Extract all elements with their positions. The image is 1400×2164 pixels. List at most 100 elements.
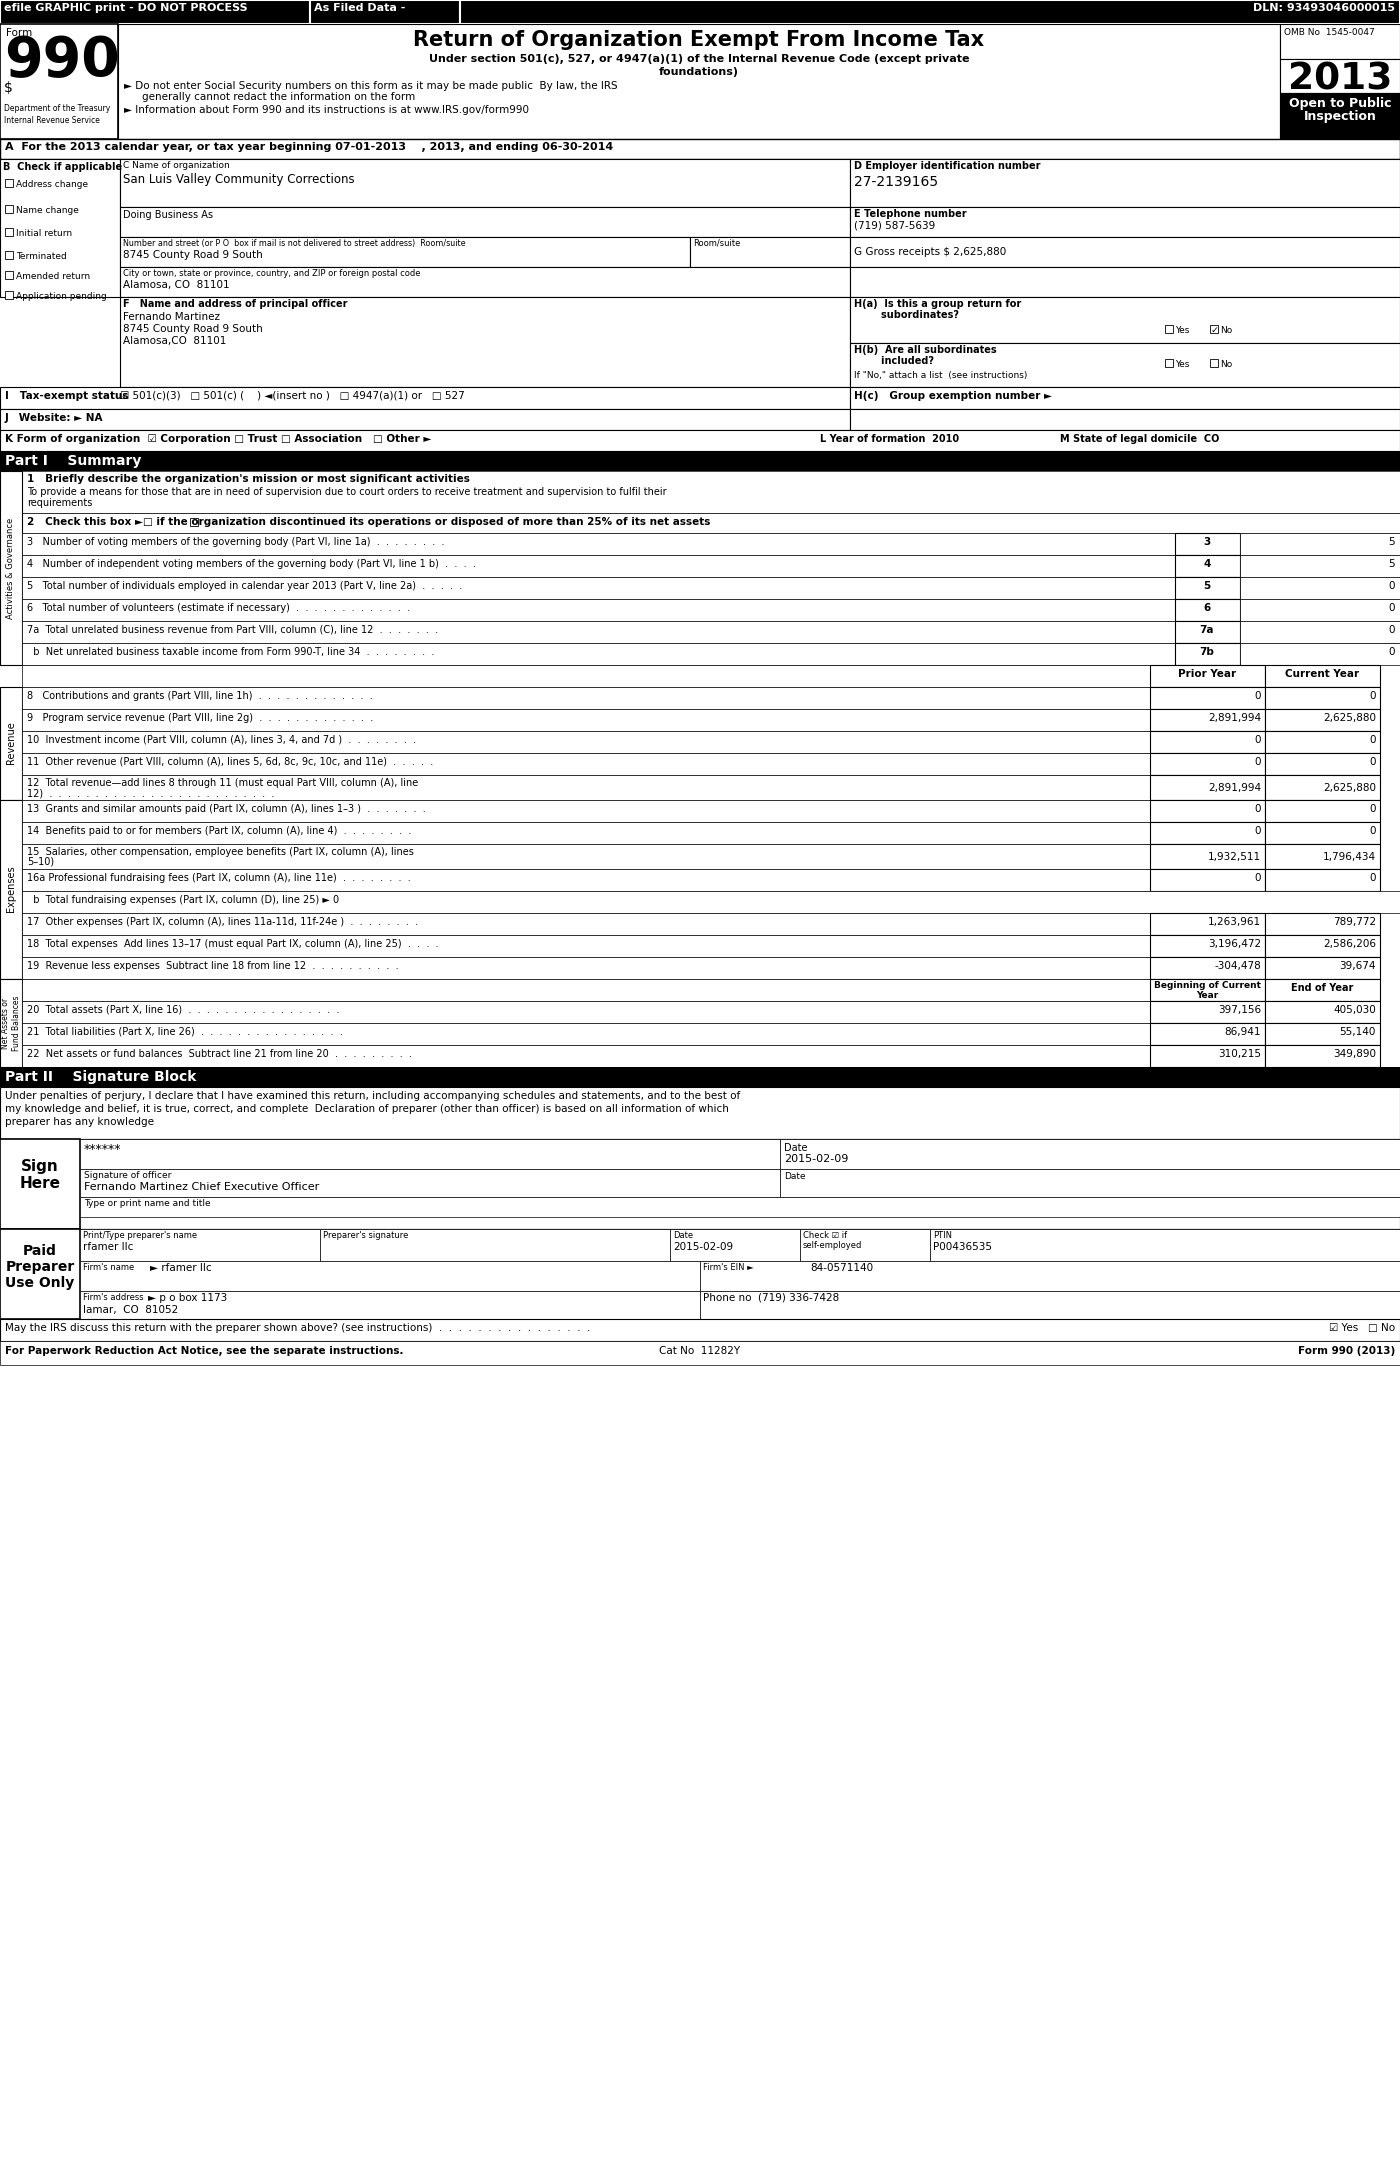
- Bar: [1266, 664, 1380, 686]
- Text: DLN: 93493046000015: DLN: 93493046000015: [1253, 2, 1394, 13]
- Bar: [190, 517, 197, 526]
- Text: H(c)   Group exemption number ►: H(c) Group exemption number ►: [854, 392, 1051, 400]
- Text: 310,215: 310,215: [1218, 1050, 1261, 1058]
- Bar: [1280, 93, 1400, 138]
- Text: 0: 0: [1254, 827, 1261, 835]
- Bar: [22, 710, 1149, 731]
- Text: Address change: Address change: [15, 180, 88, 188]
- Text: Amended return: Amended return: [15, 273, 90, 281]
- Text: 0: 0: [1369, 757, 1376, 766]
- Bar: [22, 844, 1149, 870]
- Text: Alamosa, CO  81101: Alamosa, CO 81101: [123, 279, 230, 290]
- Text: 7a  Total unrelated business revenue from Part VIII, column (C), line 12  .  .  : 7a Total unrelated business revenue from…: [27, 625, 438, 634]
- Text: 0: 0: [1254, 736, 1261, 744]
- Text: Firm's address: Firm's address: [83, 1294, 144, 1303]
- Bar: [1175, 554, 1240, 578]
- Text: efile GRAPHIC print - DO NOT PROCESS: efile GRAPHIC print - DO NOT PROCESS: [4, 2, 248, 13]
- Bar: [1266, 1002, 1380, 1024]
- Text: M State of legal domicile  CO: M State of legal domicile CO: [1060, 435, 1219, 444]
- Text: 0: 0: [1369, 827, 1376, 835]
- Bar: [1175, 599, 1240, 621]
- Text: To provide a means for those that are in need of supervision due to court orders: To provide a means for those that are in…: [27, 487, 666, 498]
- Text: Date: Date: [673, 1231, 693, 1240]
- Text: 4   Number of independent voting members of the governing body (Part VI, line 1 : 4 Number of independent voting members o…: [27, 558, 476, 569]
- Text: Terminated: Terminated: [15, 251, 67, 262]
- Bar: [1266, 935, 1380, 956]
- Text: 17  Other expenses (Part IX, column (A), lines 11a-11d, 11f-24e )  .  .  .  .  .: 17 Other expenses (Part IX, column (A), …: [27, 918, 419, 926]
- Text: -304,478: -304,478: [1214, 961, 1261, 972]
- Text: 1,796,434: 1,796,434: [1323, 853, 1376, 861]
- Text: No: No: [1219, 327, 1232, 335]
- Text: Type or print name and title: Type or print name and title: [84, 1199, 210, 1208]
- Bar: [22, 532, 1175, 554]
- Text: Signature of officer: Signature of officer: [84, 1171, 171, 1179]
- Text: PTIN: PTIN: [932, 1231, 952, 1240]
- Text: 2,625,880: 2,625,880: [1323, 712, 1376, 723]
- Bar: [850, 296, 1400, 344]
- Bar: [1266, 1024, 1380, 1045]
- Text: Name change: Name change: [15, 206, 78, 214]
- Bar: [6, 270, 13, 279]
- Text: ☑ Yes   □ No: ☑ Yes □ No: [1329, 1322, 1394, 1333]
- Text: subordinates?: subordinates?: [854, 309, 959, 320]
- Bar: [80, 1138, 780, 1169]
- Bar: [1266, 822, 1380, 844]
- Text: Activities & Governance: Activities & Governance: [7, 517, 15, 619]
- Text: foundations): foundations): [659, 67, 739, 78]
- Bar: [0, 24, 118, 138]
- Bar: [1240, 643, 1400, 664]
- Bar: [0, 1229, 1400, 1320]
- Bar: [22, 892, 1400, 913]
- Bar: [1266, 801, 1380, 822]
- Bar: [1149, 731, 1266, 753]
- Bar: [1266, 913, 1380, 935]
- Text: San Luis Valley Community Corrections: San Luis Valley Community Corrections: [123, 173, 354, 186]
- Text: Date: Date: [784, 1143, 808, 1153]
- Bar: [1240, 554, 1400, 578]
- Text: K Form of organization  ☑ Corporation □ Trust □ Association   □ Other ►: K Form of organization ☑ Corporation □ T…: [6, 435, 431, 444]
- Bar: [1149, 1045, 1266, 1067]
- Bar: [6, 227, 13, 236]
- Text: ✓: ✓: [1211, 327, 1218, 335]
- Text: generally cannot redact the information on the form: generally cannot redact the information …: [141, 93, 416, 102]
- Text: 349,890: 349,890: [1333, 1050, 1376, 1058]
- Text: For Paperwork Reduction Act Notice, see the separate instructions.: For Paperwork Reduction Act Notice, see …: [6, 1346, 403, 1357]
- Text: ☑ 501(c)(3)   □ 501(c) (    ) ◄(insert no )   □ 4947(a)(1) or   □ 527: ☑ 501(c)(3) □ 501(c) ( ) ◄(insert no ) □…: [120, 392, 465, 400]
- Bar: [0, 686, 22, 801]
- Bar: [22, 643, 1175, 664]
- Text: 1   Briefly describe the organization's mission or most significant activities: 1 Briefly describe the organization's mi…: [27, 474, 470, 485]
- Text: requirements: requirements: [27, 498, 92, 509]
- Bar: [0, 450, 1400, 472]
- Bar: [780, 1169, 1400, 1197]
- Bar: [1266, 710, 1380, 731]
- Text: Prior Year: Prior Year: [1177, 669, 1236, 679]
- Text: 16a Professional fundraising fees (Part IX, column (A), line 11e)  .  .  .  .  .: 16a Professional fundraising fees (Part …: [27, 872, 410, 883]
- Bar: [700, 1262, 1400, 1292]
- Bar: [309, 0, 461, 24]
- Text: ► p o box 1173: ► p o box 1173: [148, 1294, 227, 1303]
- Text: Under section 501(c), 527, or 4947(a)(1) of the Internal Revenue Code (except pr: Under section 501(c), 527, or 4947(a)(1)…: [428, 54, 969, 65]
- Bar: [850, 387, 1400, 409]
- Text: I   Tax-exempt status: I Tax-exempt status: [6, 392, 129, 400]
- Bar: [700, 1292, 1400, 1320]
- Text: 5: 5: [1389, 558, 1394, 569]
- Text: Initial return: Initial return: [15, 229, 73, 238]
- Text: B  Check if applicable: B Check if applicable: [3, 162, 122, 171]
- Bar: [1240, 532, 1400, 554]
- Text: Paid
Preparer
Use Only: Paid Preparer Use Only: [6, 1244, 74, 1290]
- Text: Revenue: Revenue: [6, 721, 15, 764]
- Text: self-employed: self-employed: [804, 1240, 862, 1251]
- Text: Net Assets or
Fund Balances: Net Assets or Fund Balances: [1, 995, 21, 1052]
- Text: 0: 0: [1254, 757, 1261, 766]
- Bar: [1149, 913, 1266, 935]
- Bar: [0, 1086, 1400, 1138]
- Text: Alamosa,CO  81101: Alamosa,CO 81101: [123, 335, 227, 346]
- Bar: [6, 180, 13, 186]
- Text: Cat No  11282Y: Cat No 11282Y: [659, 1346, 741, 1357]
- Text: C Name of organization: C Name of organization: [123, 160, 230, 171]
- Bar: [120, 238, 690, 266]
- Bar: [22, 1024, 1149, 1045]
- Text: D Employer identification number: D Employer identification number: [854, 160, 1040, 171]
- Text: 0: 0: [1369, 872, 1376, 883]
- Text: 0: 0: [1389, 647, 1394, 658]
